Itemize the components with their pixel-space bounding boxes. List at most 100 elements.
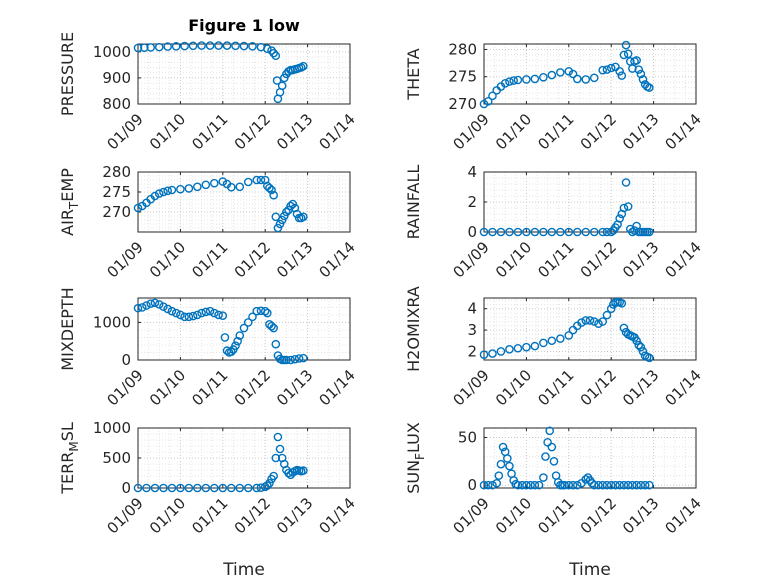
data-point [231, 341, 240, 351]
data-point [581, 475, 591, 484]
data-point [479, 99, 489, 109]
axes-box [137, 43, 351, 105]
data-point [193, 310, 202, 320]
data-point [267, 185, 276, 195]
x-tick-label: 01/13 [619, 366, 662, 409]
data-point [226, 483, 236, 493]
data-point [602, 65, 612, 74]
data-point [235, 483, 245, 493]
data-point [638, 347, 648, 356]
data-point [632, 480, 641, 490]
data-point [263, 308, 272, 318]
data-point [146, 299, 156, 308]
chart-title: Figure 1 low [188, 16, 300, 35]
data-point [589, 227, 599, 237]
x-tick-label: 01/14 [662, 494, 705, 537]
data-point [154, 300, 164, 309]
x-tick-label: 01/13 [619, 238, 662, 281]
x-tick-label: 01/12 [577, 494, 620, 537]
data-point [243, 318, 253, 327]
x-tick-label: 01/09 [450, 238, 493, 281]
data-point [154, 42, 164, 52]
data-point [513, 227, 523, 237]
data-point [188, 41, 198, 51]
data-point [645, 83, 654, 92]
y-tick-label: 500 [102, 449, 131, 467]
data-point [505, 461, 514, 471]
data-point [564, 66, 574, 76]
data-point [513, 343, 523, 353]
data-point [577, 318, 586, 327]
panel-terr_msl: 01/09 01/10 01/11 01/12 01/13 01/14 0 500 1000 TE… [58, 419, 359, 580]
data-point [150, 191, 160, 201]
grid-lines [137, 298, 351, 361]
series-rainfall [479, 178, 654, 237]
data-point [619, 323, 629, 333]
data-point [133, 483, 143, 493]
data-point [488, 480, 497, 490]
axes-box [483, 297, 697, 361]
data-point [549, 457, 559, 466]
data-point [248, 312, 257, 322]
data-point [171, 42, 181, 51]
x-tick-label: 01/12 [231, 110, 274, 153]
data-point [235, 182, 245, 192]
data-point [167, 483, 177, 493]
data-point [634, 65, 644, 74]
data-point [534, 480, 544, 490]
x-tick-label: 01/13 [273, 366, 316, 409]
data-point [539, 72, 548, 82]
data-point [260, 306, 270, 316]
data-point [494, 471, 504, 480]
data-point [163, 42, 172, 51]
data-point [522, 75, 531, 84]
data-point [598, 65, 608, 75]
grid-lines [137, 44, 351, 105]
series-air_temp [133, 175, 308, 233]
y-tick-label: 900 [102, 69, 131, 87]
x-tick-label: 01/09 [104, 110, 147, 153]
data-point [589, 73, 599, 83]
data-point [150, 483, 160, 493]
x-tick-label: 01/13 [273, 494, 316, 537]
x-tick-label: 01/11 [188, 238, 231, 281]
data-point [636, 69, 646, 79]
data-point [218, 311, 228, 320]
data-point [243, 177, 253, 187]
x-tick-label: 01/09 [450, 110, 493, 153]
series-sun_flux [479, 426, 654, 490]
data-point [632, 336, 641, 346]
data-point [572, 480, 582, 490]
data-point [617, 71, 627, 80]
data-point [547, 70, 557, 80]
data-point [226, 347, 236, 357]
data-point [218, 177, 228, 186]
data-point [634, 340, 644, 350]
data-point [628, 227, 637, 237]
data-point [133, 43, 143, 53]
data-point [231, 41, 240, 51]
y-axis-label: THETA [404, 48, 423, 100]
data-point [628, 480, 637, 490]
x-tick-label: 01/11 [534, 494, 577, 537]
x-tick-label: 01/11 [188, 494, 231, 537]
x-axis-label: Time [222, 560, 265, 580]
data-point [483, 480, 493, 490]
data-point [133, 203, 143, 213]
data-point [265, 478, 274, 488]
data-point [167, 306, 177, 316]
data-point [564, 227, 574, 237]
data-point [496, 347, 506, 356]
data-point [222, 41, 232, 50]
data-point [513, 75, 523, 85]
x-tick-label: 01/12 [231, 238, 274, 281]
data-point [248, 42, 257, 51]
x-tick-label: 01/12 [231, 494, 274, 537]
data-point [146, 43, 156, 52]
data-point [539, 338, 548, 348]
y-axis-label: SUNFLUX [404, 422, 427, 494]
panel-mixdepth: 01/09 01/10 01/11 01/12 01/13 01/14 0 1000 MIXDE… [58, 287, 359, 409]
x-tick-label: 01/11 [534, 238, 577, 281]
data-point [252, 483, 262, 493]
data-point [594, 480, 603, 490]
